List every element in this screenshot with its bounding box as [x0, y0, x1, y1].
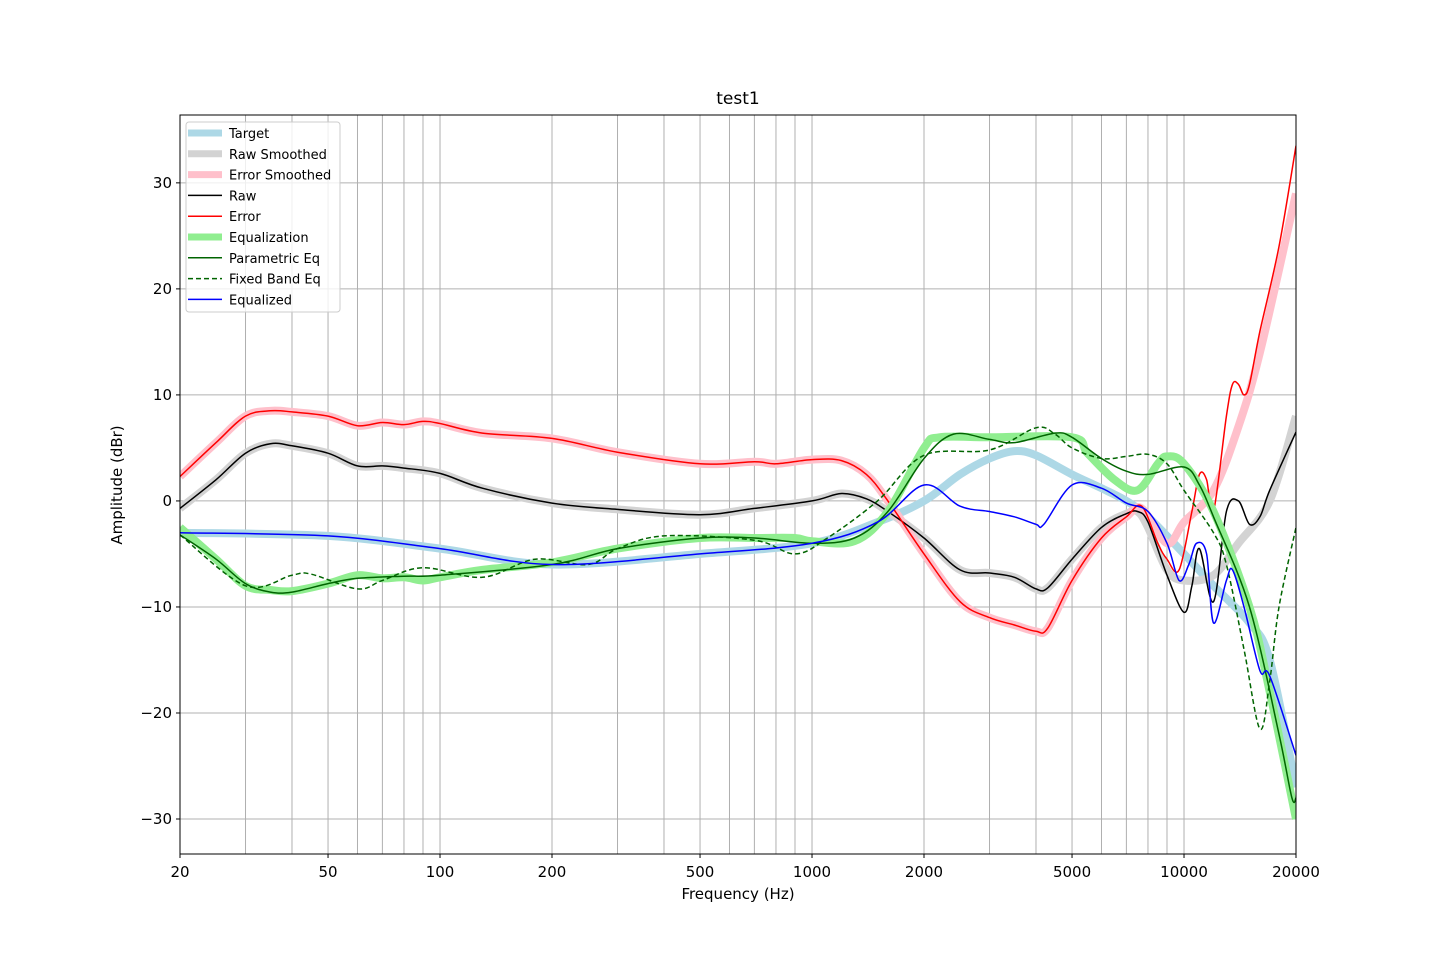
legend-label-raw-smoothed: Raw Smoothed: [229, 148, 327, 163]
legend-box: [185, 121, 341, 313]
x-tick-label: 10000: [1160, 863, 1208, 881]
y-tick-label: 10: [153, 386, 172, 404]
series-fixed-band-eq-line: [180, 426, 1296, 730]
legend-label-equalized: Equalized: [229, 293, 292, 308]
y-tick-label: −10: [140, 598, 172, 616]
y-tick-label: 0: [162, 492, 172, 510]
legend-label-fixed-band-eq: Fixed Band Eq: [229, 273, 321, 288]
series-parametric-eq-line: [180, 432, 1296, 804]
x-tick-label: 20000: [1272, 863, 1320, 881]
grid: [179, 115, 1297, 854]
x-tick-label: 100: [426, 863, 455, 881]
series-error-smoothed-line: [180, 192, 1296, 638]
legend-label-parametric-eq: Parametric Eq: [229, 252, 320, 267]
x-tick-label: 1000: [793, 863, 831, 881]
chart-title: test1: [716, 89, 759, 109]
legend-label-raw: Raw: [229, 189, 257, 204]
x-tick-label: 500: [686, 863, 715, 881]
series-error-line: [180, 145, 1296, 634]
legend-label-equalization: Equalization: [229, 231, 309, 246]
plot-lines: [180, 145, 1296, 820]
y-tick-label: 20: [153, 280, 172, 298]
x-tick-label: 2000: [905, 863, 943, 881]
y-tick-label: −30: [140, 810, 172, 828]
ticks: −30 −20 −10 0 10 20 30 20 50 100 200 500 1000 2000 500…: [140, 174, 1320, 881]
series-equalized-line: [180, 481, 1296, 756]
x-tick-label: 5000: [1053, 863, 1091, 881]
legend-label-error: Error: [229, 210, 261, 225]
legend-label-target: Target: [228, 127, 269, 142]
legend-label-error-smoothed: Error Smoothed: [229, 169, 331, 184]
legend: Target Raw Smoothed Error Smoothed Raw Error…: [185, 121, 341, 313]
series-equalization-line: [180, 432, 1296, 820]
x-tick-label: 200: [538, 863, 567, 881]
series-raw-line: [180, 431, 1296, 614]
x-tick-label: 20: [170, 863, 189, 881]
x-axis-label: Frequency (Hz): [681, 885, 794, 903]
axes-frame: [179, 114, 1297, 855]
y-tick-label: −20: [140, 704, 172, 722]
x-tick-label: 50: [318, 863, 337, 881]
y-tick-label: 30: [153, 174, 172, 192]
y-axis-label: Amplitude (dBr): [108, 425, 126, 544]
